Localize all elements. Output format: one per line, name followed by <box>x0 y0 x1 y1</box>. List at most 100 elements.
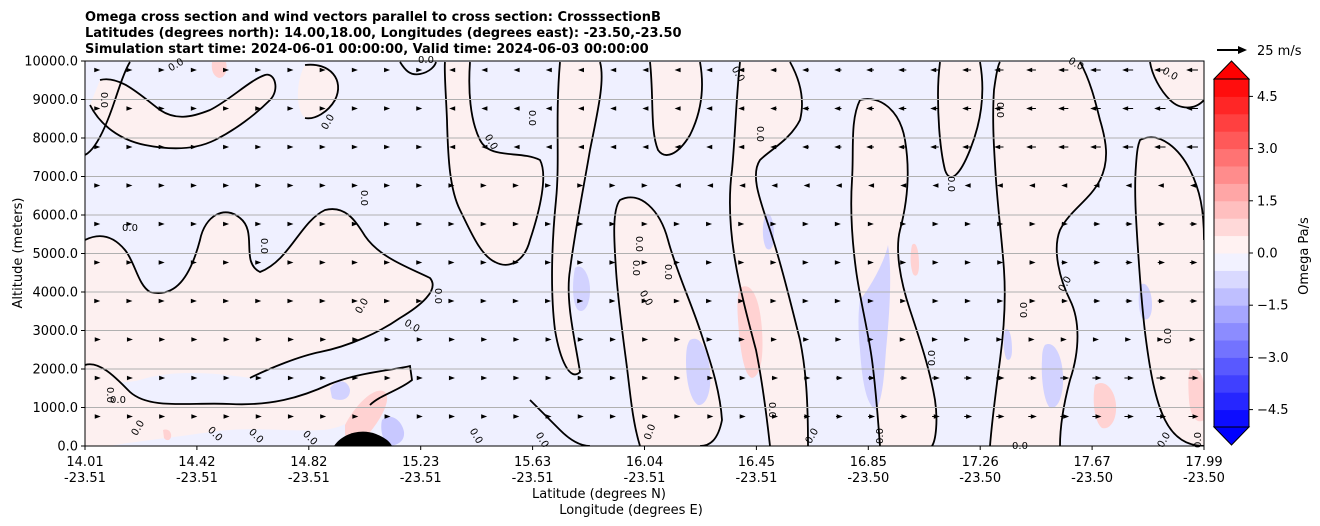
x-tick-label-latitude: 17.99 <box>1185 455 1222 470</box>
colorbar-segment <box>1214 305 1249 324</box>
colorbar-segment <box>1214 357 1249 376</box>
wind-vector <box>384 183 391 188</box>
wind-vector <box>930 67 939 73</box>
wind-vector <box>223 414 230 419</box>
colorbar-tick-label: 3.0 <box>1257 142 1278 157</box>
wind-vector <box>384 67 391 73</box>
wind-vector <box>481 414 488 419</box>
positive-omega-region <box>297 64 339 119</box>
wind-vector <box>964 298 971 304</box>
wind-vector <box>577 337 584 342</box>
zero-contour-line <box>85 61 131 156</box>
wind-vector <box>1157 221 1165 227</box>
wind-vector <box>448 337 455 342</box>
wind-vector <box>1058 144 1069 150</box>
zero-contour-line <box>728 61 771 446</box>
wind-vector <box>1154 106 1166 111</box>
wind-vector <box>674 183 681 188</box>
y-tick-label: 6000.0 <box>33 209 79 224</box>
wind-vector <box>94 375 101 381</box>
colorbar-segment <box>1214 322 1249 341</box>
wind-vector <box>512 183 519 188</box>
wind-vector <box>997 260 1004 265</box>
wind-vector <box>287 221 294 227</box>
wind-vector <box>866 106 874 111</box>
contour-label: 0.0 <box>526 110 537 126</box>
wind-vector <box>94 260 101 265</box>
wind-vector <box>867 337 874 342</box>
wind-vector <box>352 375 359 381</box>
colorbar-segment <box>1214 235 1249 254</box>
positive-omega-region <box>444 62 544 265</box>
wind-vector <box>1061 221 1068 227</box>
wind-vector <box>190 106 197 111</box>
contour-label: 0.0 <box>104 387 115 403</box>
wind-vector <box>1092 337 1099 342</box>
wind-vector <box>1156 375 1167 381</box>
wind-vector <box>352 414 359 419</box>
wind-vector <box>996 183 1003 188</box>
wind-vector <box>1125 298 1133 304</box>
wind-vector <box>513 337 520 342</box>
wind-vector <box>932 221 939 227</box>
title-line-2: Latitudes (degrees north): 14.00,18.00, … <box>85 26 682 41</box>
wind-vector <box>609 375 616 381</box>
wind-vector <box>674 375 681 381</box>
horizontal-grid <box>85 99 1204 408</box>
wind-vector <box>707 183 714 188</box>
y-tick-label: 4000.0 <box>33 286 79 301</box>
contour-label: 0.0 <box>643 423 659 442</box>
wind-vector <box>287 337 294 342</box>
wind-vector <box>802 298 809 304</box>
wind-vector <box>707 375 714 381</box>
wind-vector <box>770 106 777 111</box>
wind-vector <box>674 144 681 150</box>
wind-vector <box>802 67 810 73</box>
wind-vector <box>898 67 907 73</box>
wind-vector <box>900 375 908 381</box>
omega-anomaly-blob <box>910 243 919 276</box>
wind-vector <box>159 414 166 419</box>
wind-vector <box>416 260 423 265</box>
wind-vector <box>738 337 745 342</box>
wind-vector <box>351 183 358 188</box>
wind-vector <box>545 375 552 381</box>
wind-vector <box>868 414 876 419</box>
wind-vector <box>513 106 520 111</box>
wind-vector <box>1060 414 1070 419</box>
wind-vector <box>610 106 617 111</box>
wind-vector <box>319 106 326 111</box>
omega-anomaly-blob <box>163 429 172 441</box>
wind-vector <box>126 67 133 73</box>
wind-vector <box>1028 375 1037 381</box>
wind-vector <box>930 106 939 111</box>
wind-vector <box>1189 337 1196 342</box>
y-tick-label: 8000.0 <box>33 132 79 147</box>
wind-vector <box>481 337 488 342</box>
x-tick-label-latitude: 17.67 <box>1073 455 1110 470</box>
wind-vector <box>1029 183 1036 188</box>
x-tick-label-latitude: 14.42 <box>178 455 215 470</box>
zero-contour-line <box>1134 136 1204 446</box>
positive-omega-region <box>90 74 276 149</box>
wind-vector <box>771 183 778 188</box>
wind-vector <box>287 298 294 304</box>
wind-vector <box>513 144 520 150</box>
quiver-key: 25 m/s <box>1217 44 1302 59</box>
wind-vector <box>449 144 456 150</box>
wind-vector <box>255 337 262 342</box>
x-tick-label-longitude: -23.50 <box>1183 471 1225 486</box>
y-tick-label: 0.0 <box>57 440 78 455</box>
wind-vector <box>545 414 552 419</box>
wind-vector <box>1122 106 1134 111</box>
wind-vector <box>994 144 1004 150</box>
wind-vector <box>770 221 777 227</box>
wind-vector <box>706 337 713 342</box>
wind-vector <box>190 260 197 265</box>
wind-vector <box>1028 337 1035 342</box>
wind-vector <box>835 414 843 419</box>
colorbar-segment <box>1214 166 1249 184</box>
wind-vector <box>449 106 456 111</box>
wind-vector <box>94 144 101 150</box>
